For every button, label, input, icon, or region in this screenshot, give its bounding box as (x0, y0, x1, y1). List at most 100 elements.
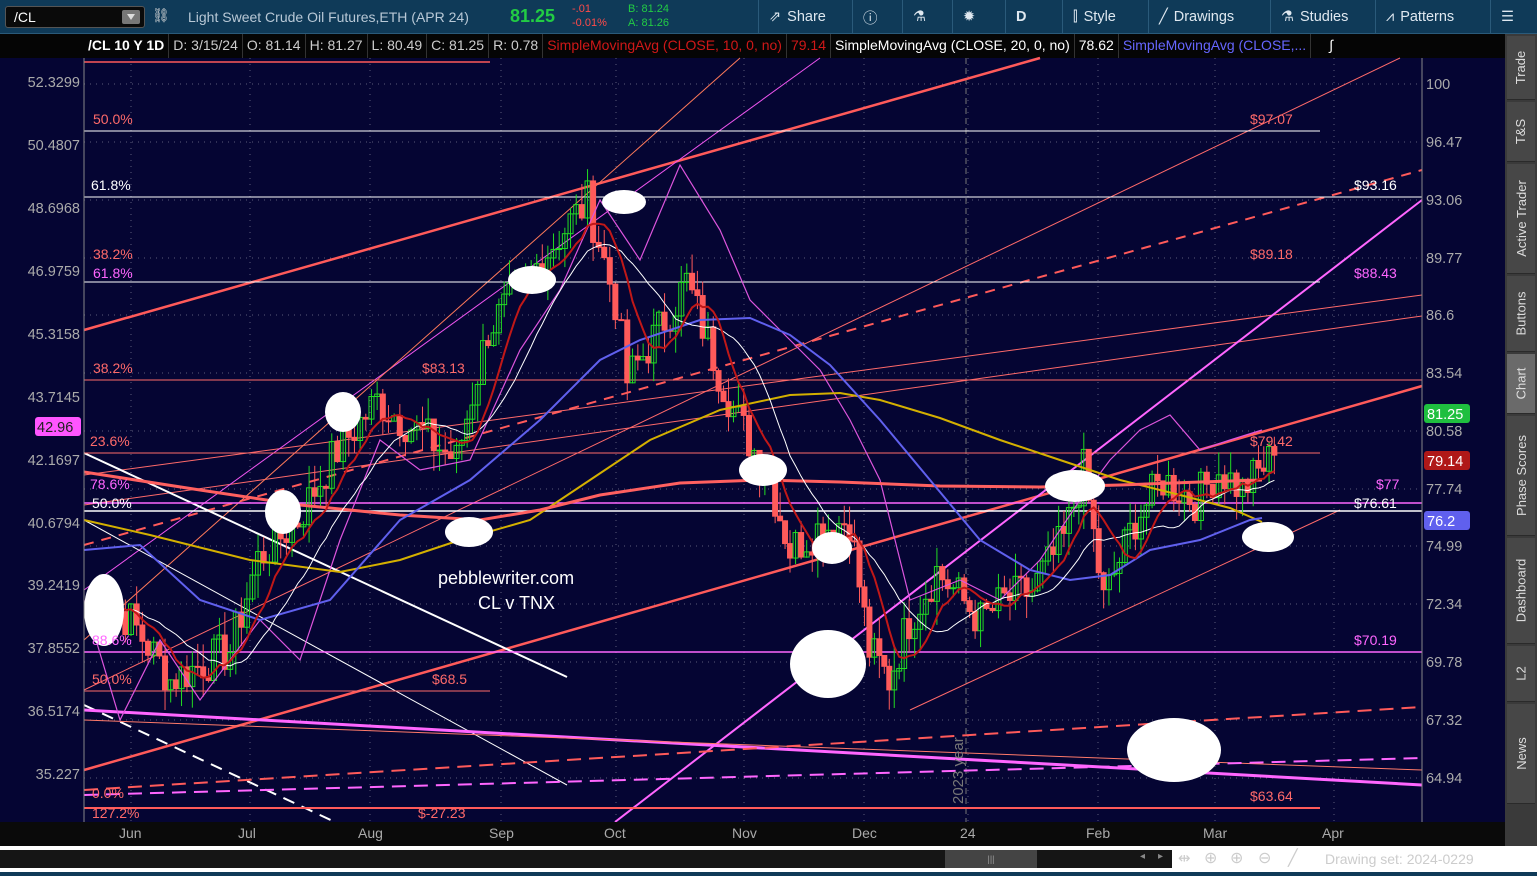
timeframe-button[interactable]: D (1005, 0, 1026, 34)
last-price: 81.25 (510, 6, 556, 26)
price-badge (1424, 451, 1470, 470)
candle-body (803, 551, 810, 558)
candle-body (989, 607, 996, 612)
candle-body (1203, 471, 1210, 485)
candle (590, 175, 597, 261)
right-axis-tick: 89.77 (1426, 251, 1462, 267)
candle (1260, 446, 1267, 476)
candle-body (699, 295, 706, 339)
right-axis-tick: 64.94 (1426, 771, 1462, 787)
month-label: Jun (119, 825, 142, 841)
candle-body (145, 640, 152, 656)
candle-body (1132, 522, 1139, 540)
candle (1137, 504, 1144, 556)
candle-body (474, 383, 481, 406)
candle (266, 554, 273, 577)
candle (678, 266, 685, 337)
drawing-set[interactable]: Drawing set: 2024-0229 (1325, 851, 1474, 867)
candle-body (787, 543, 794, 559)
side-tab-active-trader[interactable]: Active Trader (1507, 164, 1535, 274)
menu-button[interactable]: ☰ (1490, 0, 1514, 34)
info-button[interactable]: ⓘ (852, 0, 878, 34)
flask-button[interactable]: ⚗ (902, 0, 926, 34)
highlight-ellipse (1045, 470, 1105, 502)
candle (1143, 502, 1150, 535)
side-tab-chart[interactable]: Chart (1507, 354, 1535, 414)
month-label: Aug (358, 825, 383, 841)
candle (255, 534, 262, 598)
candle (917, 596, 924, 650)
trend-line (83, 315, 1423, 506)
candle-icon: ⫿ (1073, 9, 1078, 25)
side-tab-news[interactable]: News (1507, 704, 1535, 804)
link-icon[interactable]: ⛓ (152, 7, 170, 23)
candle-body (861, 586, 868, 608)
price-badge-text: 79.14 (1427, 454, 1463, 470)
candle (939, 563, 946, 591)
candle-body (249, 574, 256, 600)
date: D: 3/15/24 (169, 34, 243, 58)
candle-body (1176, 500, 1183, 504)
side-tab-t-s[interactable]: T&S (1507, 102, 1535, 162)
candle (311, 465, 318, 507)
chart-subtitle: CL v TNX (478, 593, 555, 613)
crosshair-icon[interactable]: ⊕ (1204, 850, 1218, 867)
share-button[interactable]: ⇗ Share (758, 0, 826, 34)
candle-body (917, 613, 924, 630)
scroll-left-icon[interactable]: ◂ (1140, 851, 1146, 862)
side-tab-buttons[interactable]: Buttons (1507, 276, 1535, 352)
info-icon: ⓘ (863, 10, 878, 27)
candle (189, 651, 196, 708)
candle (173, 673, 180, 697)
side-tab-l2[interactable]: L2 (1507, 646, 1535, 702)
candle-body (584, 180, 591, 219)
price-chart[interactable]: 50.0% 61.8% 38.2% 61.8% 38.2% 23.6% 78.6% 50.0%… (0, 0, 1505, 822)
candle (928, 585, 935, 603)
timeframe-label: D (1016, 9, 1027, 25)
symbol-selector[interactable]: /CL (5, 6, 145, 28)
side-tab-label: Active Trader (1513, 180, 1529, 257)
candle-body (876, 638, 883, 657)
side-tab-trade[interactable]: Trade (1507, 36, 1535, 100)
study-toggle-icon[interactable]: ∫ (1329, 37, 1334, 53)
sma100-line (83, 391, 1263, 574)
side-tab-phase-scores[interactable]: Phase Scores (1507, 416, 1535, 536)
dropdown-icon[interactable] (122, 10, 140, 24)
candle (944, 569, 951, 598)
candle (803, 540, 810, 558)
candle-body (629, 355, 636, 384)
candle (567, 207, 574, 249)
studies-button[interactable]: ⚗ Studies (1270, 0, 1348, 34)
candle-body (1260, 467, 1267, 472)
candle-body (1121, 529, 1128, 563)
candle-body (740, 405, 747, 416)
zoom-out-icon[interactable]: ⊖ (1258, 850, 1272, 867)
style-button[interactable]: ⫿ Style (1062, 0, 1116, 34)
ask: A: 81.26 (628, 17, 669, 29)
scroll-thumb[interactable]: ||| (945, 850, 1037, 868)
side-tab-dashboard[interactable]: Dashboard (1507, 538, 1535, 644)
candle (972, 599, 979, 639)
settings-button[interactable]: ✹ (952, 0, 975, 34)
candle-body (634, 355, 641, 361)
candle (1060, 510, 1067, 548)
pan-icon[interactable]: ⇹ (1178, 850, 1191, 867)
fib-label: 38.2% (93, 360, 133, 376)
candle (989, 604, 996, 613)
candle-body (624, 319, 631, 384)
horizontal-scrollbar[interactable]: ||| ◂ ▸ (0, 850, 1172, 868)
right-axis-tick: 83.54 (1426, 366, 1462, 382)
candle-body (661, 311, 668, 331)
price-level-label: $79.42 (1250, 433, 1293, 449)
candle-body (328, 441, 335, 489)
candle (720, 385, 727, 403)
patterns-button[interactable]: ⩘ Patterns (1375, 0, 1454, 34)
scroll-right-icon[interactable]: ▸ (1158, 851, 1164, 862)
trend-line (83, 452, 568, 678)
candle (710, 316, 717, 380)
draw-line-icon[interactable]: ╱ (1288, 850, 1298, 867)
candle (777, 492, 784, 522)
drawings-button[interactable]: ╱ Drawings (1148, 0, 1234, 34)
sma50-label: SimpleMovingAvg (CLOSE,... (1119, 34, 1312, 58)
zoom-in-icon[interactable]: ⊕ (1230, 850, 1244, 867)
